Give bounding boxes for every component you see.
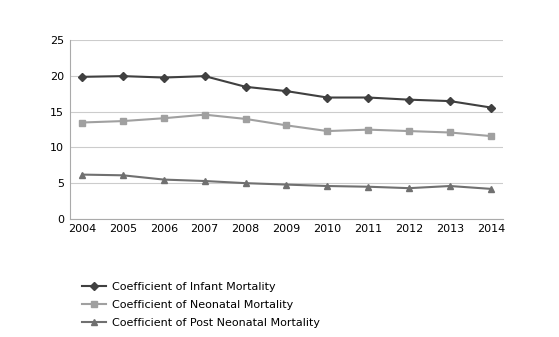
Coefficient of Infant Mortality <box>365 95 372 99</box>
Coefficient of Post Neonatal Mortality <box>201 179 208 183</box>
Coefficient of Infant Mortality <box>160 75 167 80</box>
Coefficient of Neonatal Mortality <box>406 129 413 133</box>
Coefficient of Infant Mortality <box>242 85 249 89</box>
Coefficient of Neonatal Mortality <box>487 134 494 138</box>
Coefficient of Post Neonatal Mortality <box>406 186 413 190</box>
Coefficient of Neonatal Mortality <box>365 128 372 132</box>
Line: Coefficient of Infant Mortality: Coefficient of Infant Mortality <box>79 73 494 111</box>
Coefficient of Neonatal Mortality <box>283 123 290 127</box>
Coefficient of Neonatal Mortality <box>201 113 208 117</box>
Coefficient of Post Neonatal Mortality <box>283 183 290 187</box>
Line: Coefficient of Post Neonatal Mortality: Coefficient of Post Neonatal Mortality <box>79 172 494 192</box>
Coefficient of Neonatal Mortality <box>242 117 249 121</box>
Coefficient of Infant Mortality <box>79 75 86 79</box>
Coefficient of Post Neonatal Mortality <box>160 178 167 182</box>
Coefficient of Infant Mortality <box>201 74 208 78</box>
Coefficient of Post Neonatal Mortality <box>120 173 126 177</box>
Coefficient of Neonatal Mortality <box>324 129 331 133</box>
Coefficient of Infant Mortality <box>120 74 126 78</box>
Line: Coefficient of Neonatal Mortality: Coefficient of Neonatal Mortality <box>79 112 494 139</box>
Coefficient of Infant Mortality <box>487 105 494 110</box>
Coefficient of Post Neonatal Mortality <box>324 184 331 188</box>
Coefficient of Post Neonatal Mortality <box>447 184 453 188</box>
Coefficient of Infant Mortality <box>447 99 453 103</box>
Coefficient of Post Neonatal Mortality <box>487 187 494 191</box>
Coefficient of Post Neonatal Mortality <box>242 181 249 185</box>
Coefficient of Neonatal Mortality <box>120 119 126 123</box>
Coefficient of Infant Mortality <box>406 98 413 102</box>
Coefficient of Neonatal Mortality <box>160 116 167 120</box>
Coefficient of Post Neonatal Mortality <box>365 185 372 189</box>
Coefficient of Post Neonatal Mortality <box>79 173 86 177</box>
Coefficient of Infant Mortality <box>324 95 331 99</box>
Coefficient of Neonatal Mortality <box>79 121 86 125</box>
Coefficient of Infant Mortality <box>283 89 290 93</box>
Coefficient of Neonatal Mortality <box>447 130 453 134</box>
Legend: Coefficient of Infant Mortality, Coefficient of Neonatal Mortality, Coefficient : Coefficient of Infant Mortality, Coeffic… <box>78 279 323 332</box>
